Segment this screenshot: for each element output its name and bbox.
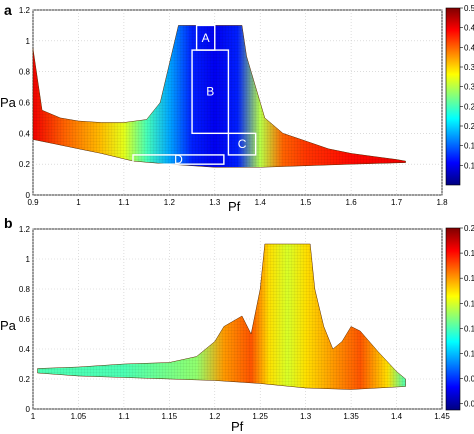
colorbar-tick-label: 0.3	[464, 83, 474, 92]
x-tick-label: 1	[76, 198, 81, 207]
colorbar-b	[445, 227, 461, 411]
colorbar-tick-label: 0.45	[464, 24, 474, 33]
surface-mesh	[33, 25, 406, 168]
x-tick-label: 1.4	[255, 198, 267, 207]
x-tick-label: 1.3	[209, 198, 221, 207]
x-tick-label: 1.45	[434, 412, 450, 421]
colorbar-tick-label: 0.25	[464, 102, 474, 111]
y-tick-label: 0.4	[19, 129, 31, 138]
y-tick-label: 0.4	[19, 345, 31, 354]
colorbar-tick-label: 0.14	[464, 299, 474, 308]
region-box-d	[132, 154, 225, 165]
colorbar-a	[445, 7, 461, 186]
y-tick-label: 0.8	[19, 68, 31, 77]
region-box-b	[191, 49, 230, 135]
colorbar-tick-label: 0.35	[464, 63, 474, 72]
x-tick-label: 1	[31, 412, 36, 421]
y-tick-label: 1	[26, 37, 31, 46]
colorbar-tick-label: 0.15	[464, 142, 474, 151]
region-label-d: D	[174, 153, 183, 167]
x-tick-label: 1.1	[118, 198, 130, 207]
y-tick-label: 0.8	[19, 285, 31, 294]
y-tick-label: 0	[26, 191, 31, 200]
y-tick-label: 0	[26, 405, 31, 414]
panel-letter-b: b	[4, 215, 13, 231]
region-box-c	[227, 132, 257, 156]
y-tick-label: 0.2	[19, 375, 31, 384]
x-tick-label: 1.7	[391, 198, 403, 207]
x-tick-label: 1.1	[118, 412, 130, 421]
y-axis-label-a: Pa	[0, 95, 17, 110]
colorbar-tick-label: 0.2	[464, 224, 474, 233]
x-tick-label: 1.4	[391, 412, 403, 421]
x-tick-label: 1.3	[300, 412, 312, 421]
region-boxes-a: A B C D	[132, 24, 257, 167]
panel-letter-a: a	[4, 2, 12, 18]
x-tick-label: 1.05	[71, 412, 87, 421]
colorbar-tick-label: 0.2	[464, 122, 474, 131]
colorbar-tick-label: 0.08	[464, 375, 474, 384]
y-tick-label: 1	[26, 255, 31, 264]
y-tick-label: 0.2	[19, 160, 31, 169]
x-axis-label-b: Pf	[231, 419, 244, 434]
colorbar-ticks-b: 0.2 0.18 0.16 0.14 0.12 0.1 0.08 0.06	[460, 224, 474, 409]
colorbar-tick-label: 0.16	[464, 274, 474, 283]
y-ticks-a: 0 0.2 0.4 0.6 0.8 1 1.2	[19, 6, 31, 200]
colorbar-tick-label: 0.12	[464, 324, 474, 333]
colorbar-tick-label: 0.1	[464, 161, 474, 170]
y-tick-label: 1.2	[19, 225, 31, 234]
y-ticks-b: 0 0.2 0.4 0.6 0.8 1 1.2	[19, 225, 31, 414]
x-tick-label: 1.6	[346, 198, 358, 207]
colorbar-ticks-a: 0.5 0.45 0.4 0.35 0.3 0.25 0.2 0.15 0.1	[460, 4, 474, 170]
x-tick-label: 1.2	[164, 198, 176, 207]
x-ticks-a: 0.9 1 1.1 1.2 1.3 1.4 1.5 1.6 1.7 1.8	[27, 198, 448, 207]
x-tick-label: 1.2	[209, 412, 221, 421]
x-tick-label: 1.35	[343, 412, 359, 421]
x-tick-label: 1.8	[436, 198, 448, 207]
x-tick-label: 1.5	[300, 198, 312, 207]
x-ticks-b: 1 1.05 1.1 1.15 1.2 1.25 1.3 1.35 1.4 1.45	[31, 412, 451, 421]
y-tick-label: 1.2	[19, 6, 31, 15]
colorbar-tick-label: 0.18	[464, 249, 474, 258]
y-axis-label-b: Pa	[0, 318, 17, 333]
x-tick-label: 1.25	[252, 412, 268, 421]
x-axis-label-a: Pf	[228, 199, 241, 214]
colorbar-tick-label: 0.5	[464, 4, 474, 13]
panel-b: b Pa Pf 1 1.05 1.1 1.15 1.2 1.25 1.3 1.35 1.4 1.4…	[0, 215, 474, 434]
surface-mesh	[37, 244, 406, 390]
panel-a: a Pa Pf A B C D 0.9 1 1.1 1.2 1.3 1.4 1.5 1.6 1.7 1.…	[0, 2, 474, 214]
x-tick-label: 1.15	[162, 412, 178, 421]
region-label-b: B	[206, 85, 214, 99]
colorbar-tick-label: 0.1	[464, 350, 474, 359]
region-label-a: A	[202, 31, 210, 45]
colorbar-tick-label: 0.4	[464, 43, 474, 52]
colorbar-tick-label: 0.06	[464, 400, 474, 409]
surface-a	[32, 25, 406, 168]
surface-b	[37, 243, 406, 390]
y-tick-label: 0.6	[19, 315, 31, 324]
region-label-c: C	[238, 137, 247, 151]
x-tick-label: 0.9	[27, 198, 39, 207]
y-tick-label: 0.6	[19, 99, 31, 108]
